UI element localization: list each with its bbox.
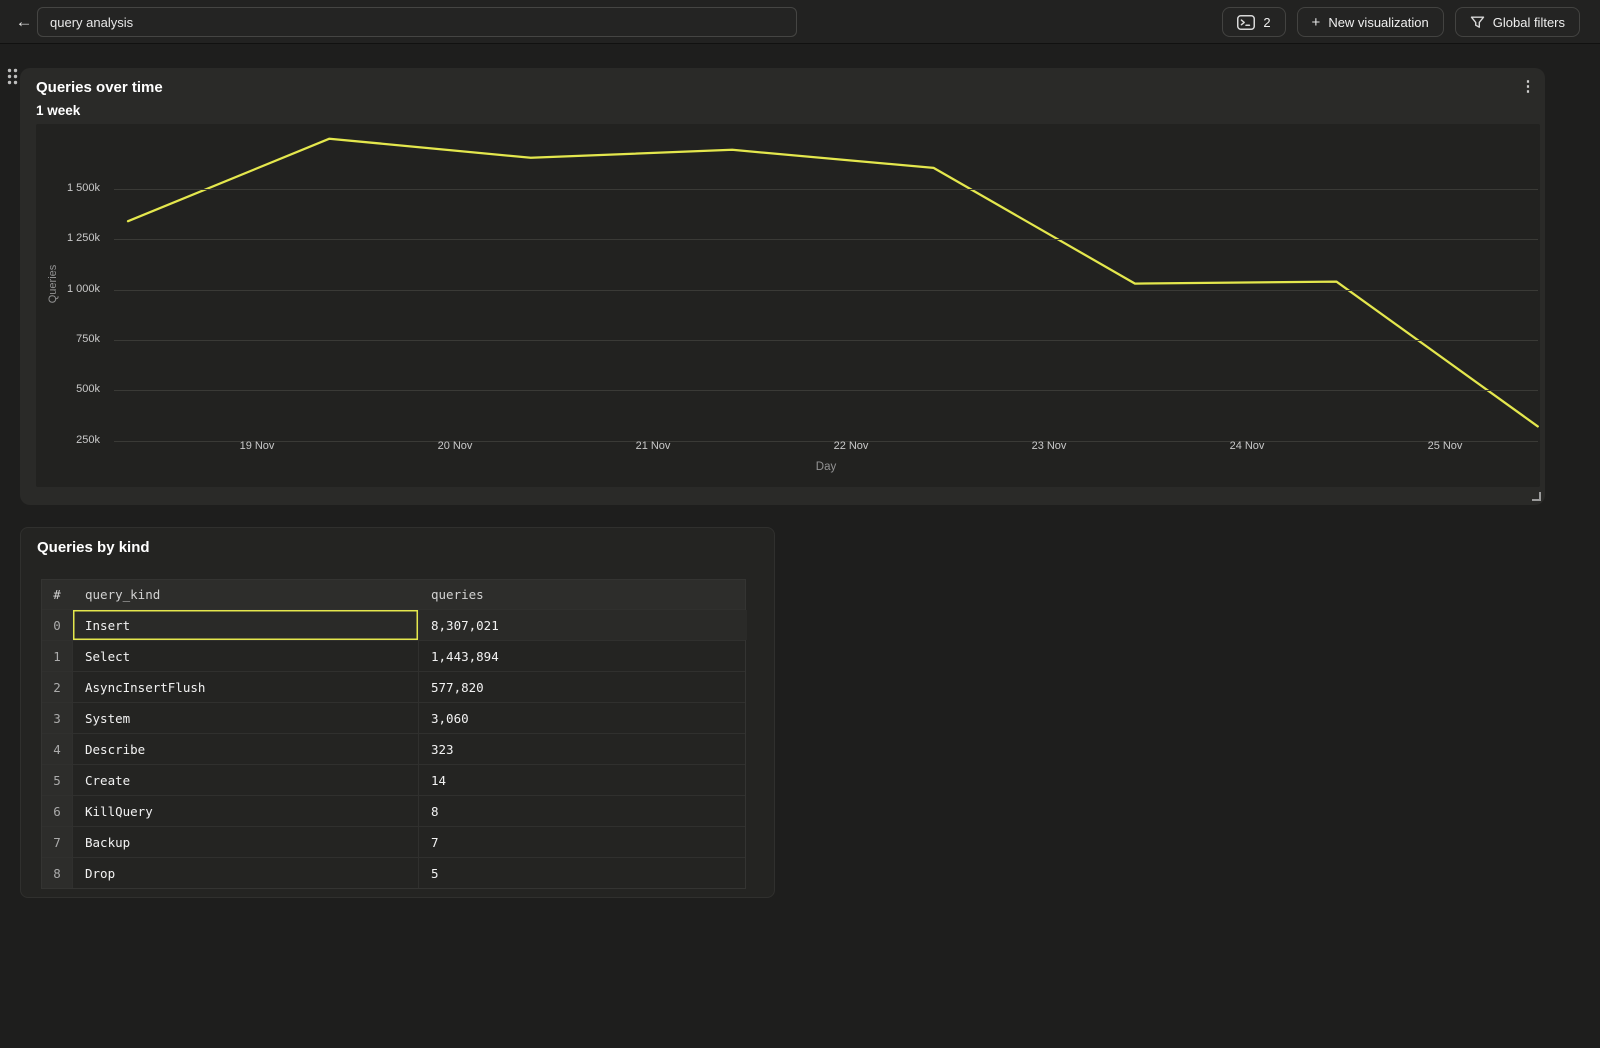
- canvas-count-button[interactable]: 2: [1222, 7, 1286, 37]
- resize-handle[interactable]: [1532, 492, 1541, 501]
- topbar-actions: 2 + New visualization Global filters: [1222, 7, 1580, 37]
- gridline: [114, 289, 1538, 291]
- queries-by-kind-table: # query_kind queries 0 Insert 8,307,021 1 Se…: [41, 579, 747, 889]
- kebab-icon: ⋮: [1520, 78, 1536, 95]
- x-tick-label: 24 Nov: [1229, 440, 1265, 452]
- x-tick-label: 25 Nov: [1427, 440, 1463, 452]
- cell-queries[interactable]: 14: [418, 765, 747, 795]
- new-visualization-button[interactable]: + New visualization: [1296, 7, 1444, 37]
- cell-queries[interactable]: 323: [418, 734, 747, 764]
- cell-query-kind[interactable]: Create: [72, 765, 418, 795]
- cell-query-kind[interactable]: System: [72, 703, 418, 733]
- table-row: 8 Drop 5: [42, 857, 745, 888]
- queries-over-time-card: Queries over time 1 week ⋮ Queries Day 1…: [20, 68, 1545, 505]
- table-header-row: # query_kind queries: [42, 580, 745, 609]
- cell-index: 0: [42, 610, 72, 640]
- cell-queries[interactable]: 577,820: [418, 672, 747, 702]
- global-filters-button[interactable]: Global filters: [1454, 7, 1580, 37]
- table-row: 2 AsyncInsertFlush 577,820: [42, 671, 745, 702]
- drag-handle-icon[interactable]: [6, 67, 20, 87]
- cell-index: 4: [42, 734, 72, 764]
- table-row: 3 System 3,060: [42, 702, 745, 733]
- cell-queries[interactable]: 5: [418, 858, 747, 888]
- cell-queries[interactable]: 7: [418, 827, 747, 857]
- x-tick-label: 23 Nov: [1031, 440, 1067, 452]
- header-queries: queries: [431, 587, 484, 602]
- cell-queries[interactable]: 1,443,894: [418, 641, 747, 671]
- y-tick-label: 1 500k: [66, 182, 100, 194]
- new-visualization-label: New visualization: [1328, 14, 1429, 30]
- table-title: Queries by kind: [37, 539, 150, 556]
- cell-queries[interactable]: 8,307,021: [418, 610, 747, 640]
- cell-index: 2: [42, 672, 72, 702]
- x-tick-label: 19 Nov: [239, 440, 275, 452]
- y-tick-label: 1 000k: [66, 282, 100, 295]
- gridline: [114, 440, 1538, 442]
- table-row: 0 Insert 8,307,021: [42, 609, 747, 640]
- cell-index: 1: [42, 641, 72, 671]
- cell-queries[interactable]: 8: [418, 796, 747, 826]
- chart-menu-button[interactable]: ⋮: [1517, 76, 1539, 98]
- gridline: [114, 239, 1538, 241]
- cell-query-kind[interactable]: AsyncInsertFlush: [72, 672, 418, 702]
- header-query-kind: query_kind: [85, 587, 161, 602]
- cell-index: 6: [42, 796, 72, 826]
- cell-index: 3: [42, 703, 72, 733]
- table-row: 1 Select 1,443,894: [42, 640, 745, 671]
- queries-by-kind-card: Queries by kind # query_kind queries 0 In…: [20, 527, 775, 898]
- gridline: [114, 189, 1538, 190]
- cell-queries[interactable]: 3,060: [418, 703, 747, 733]
- y-tick-label: 500k: [76, 383, 100, 396]
- global-filters-label: Global filters: [1492, 14, 1565, 30]
- chart-title: Queries over time: [36, 79, 163, 96]
- back-arrow-icon: ←: [15, 12, 33, 31]
- gridline: [114, 339, 1538, 341]
- table-row: 5 Create 14: [42, 764, 745, 795]
- funnel-icon: [1470, 15, 1485, 30]
- x-axis-title: Day: [815, 461, 837, 473]
- cell-query-kind[interactable]: Describe: [72, 734, 418, 764]
- cell-query-kind[interactable]: Backup: [72, 827, 418, 857]
- x-tick-label: 20 Nov: [437, 440, 473, 452]
- back-button[interactable]: ←: [10, 8, 38, 36]
- y-tick-label: 1 250k: [66, 232, 100, 245]
- dashboard-title-input[interactable]: [37, 7, 797, 37]
- chart-line: [126, 137, 1539, 428]
- cell-query-kind[interactable]: Insert: [72, 610, 418, 640]
- plus-icon: +: [1311, 13, 1321, 31]
- header-index: #: [42, 580, 72, 609]
- plot-area: Queries Day 1 500k 1 250k 1 000k 750k 500k 25…: [36, 124, 1540, 487]
- console-window-icon: [1237, 14, 1256, 30]
- queries-line-chart: [126, 137, 1539, 428]
- x-tick-label: 22 Nov: [833, 440, 869, 452]
- table-row: 6 KillQuery 8: [42, 795, 745, 826]
- table-body: 0 Insert 8,307,021 1 Select 1,443,894 2 AsyncIn…: [42, 609, 747, 888]
- cell-query-kind[interactable]: Drop: [72, 858, 418, 888]
- cell-query-kind[interactable]: Select: [72, 641, 418, 671]
- y-tick-label: 750k: [76, 332, 100, 345]
- y-tick-label: 250k: [76, 433, 100, 446]
- table-row: 4 Describe 323: [42, 733, 745, 764]
- canvas-count-label: 2: [1263, 14, 1271, 30]
- table-row: 7 Backup 7: [42, 826, 745, 857]
- top-bar: ← 2 + New visualization Global filters: [0, 0, 1600, 44]
- cell-index: 8: [42, 858, 72, 888]
- x-tick-label: 21 Nov: [635, 440, 671, 452]
- chart-subtitle: 1 week: [36, 103, 81, 118]
- cell-query-kind[interactable]: KillQuery: [72, 796, 418, 826]
- gridline: [114, 390, 1538, 392]
- cell-index: 5: [42, 765, 72, 795]
- cell-index: 7: [42, 827, 72, 857]
